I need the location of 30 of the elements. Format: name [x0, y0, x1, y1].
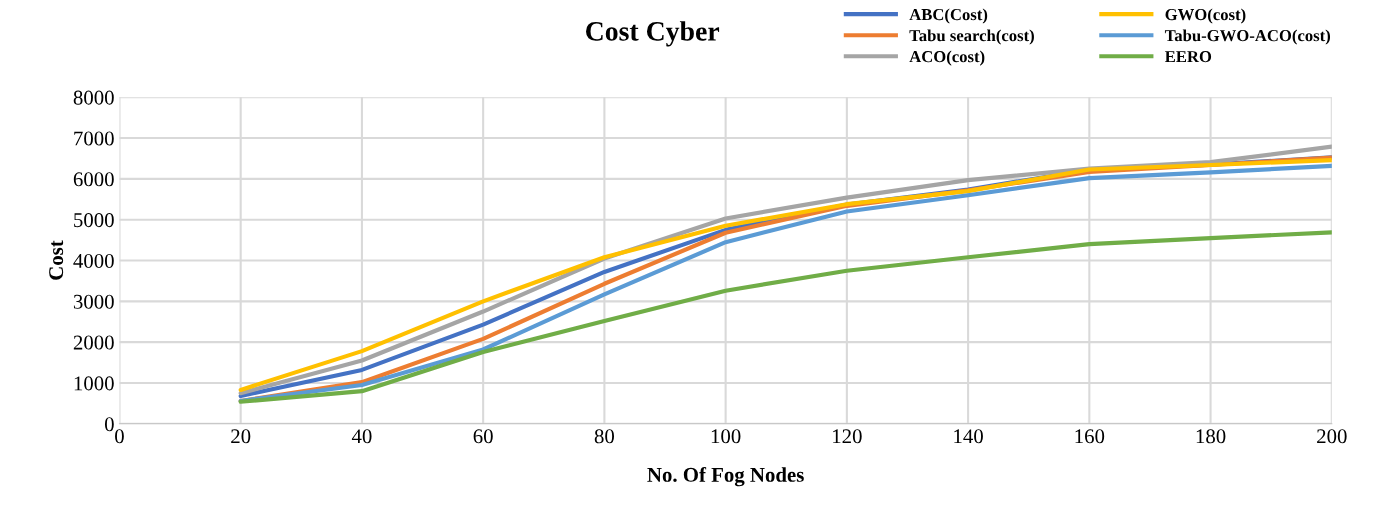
x-tick-label: 120: [833, 429, 862, 444]
x-tick-label: 160: [1075, 429, 1105, 444]
legend-label: Tabu-GWO-ACO(cost): [1164, 29, 1331, 45]
x-tick-label: 20: [231, 429, 251, 444]
x-tick-label: 40: [351, 429, 372, 444]
x-axis-title: No. Of Fog Nodes: [647, 467, 804, 487]
x-tick-label: 80: [594, 429, 615, 444]
chart-title: Cost Cyber: [586, 21, 720, 47]
y-tick-label: 4000: [73, 253, 114, 268]
y-tick-label: 6000: [73, 172, 114, 187]
y-axis-title: Cost: [49, 240, 64, 280]
x-tick-label: 100: [711, 429, 741, 444]
line-series: [238, 230, 1332, 404]
y-tick-label: 7000: [74, 131, 114, 146]
y-tick-label: 8000: [73, 90, 114, 105]
x-tick-label: 60: [473, 429, 493, 444]
y-tick-label: 2000: [73, 335, 114, 350]
legend-label: GWO(cost): [1165, 8, 1246, 24]
x-tick-label: 180: [1196, 429, 1226, 444]
legend-label: Tabu search(cost): [909, 29, 1034, 45]
x-tick-label: 0: [115, 429, 124, 444]
y-tick-label: 3000: [73, 294, 114, 309]
legend-label: ACO(cost): [909, 50, 985, 66]
y-tick-label: 5000: [74, 213, 114, 228]
x-tick-label: 140: [954, 429, 983, 444]
legend-label: EERO: [1164, 51, 1212, 63]
x-tick-label: 200: [1317, 429, 1347, 444]
y-tick-label: 1000: [74, 376, 114, 391]
y-tick-label: 0: [104, 417, 114, 432]
legend-label: ABC(Cost): [909, 8, 988, 24]
